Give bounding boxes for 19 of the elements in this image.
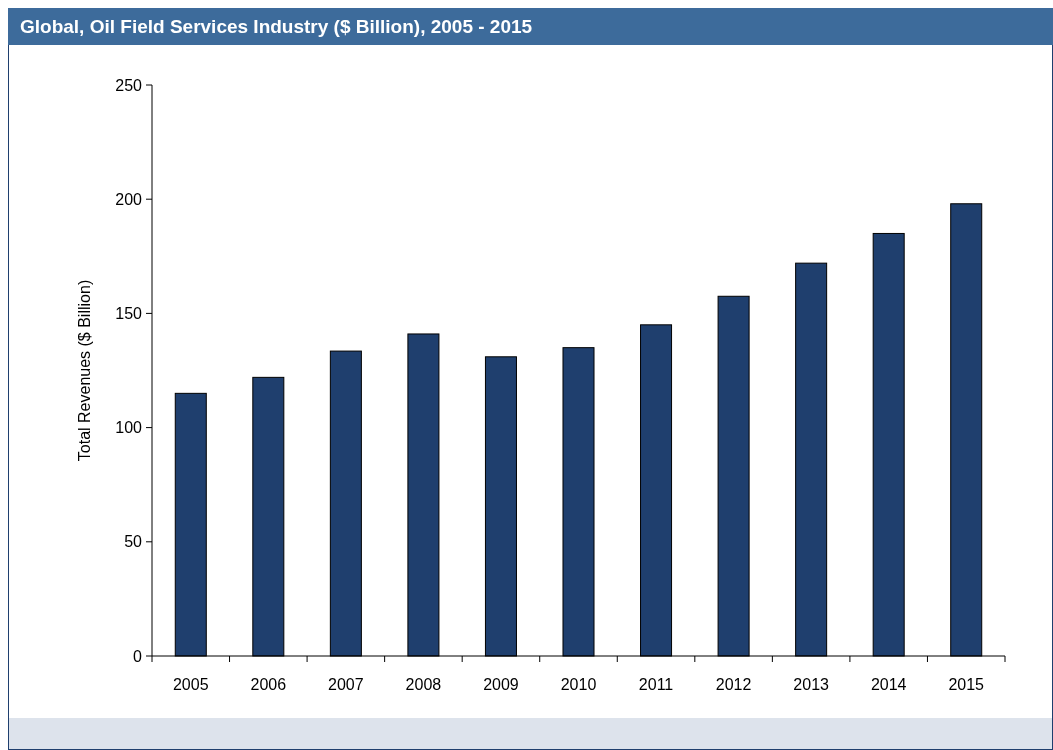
y-tick-label: 150 [115, 305, 143, 322]
y-tick-label: 0 [133, 647, 143, 665]
x-tick-label: 2014 [870, 676, 907, 693]
y-tick-label: 200 [115, 190, 143, 208]
x-tick-label: 2015 [948, 676, 985, 693]
x-tick-label: 2009 [483, 676, 519, 693]
x-tick-label: 2013 [793, 676, 830, 693]
x-tick-label: 2010 [560, 676, 597, 693]
y-tick-label: 50 [124, 533, 143, 551]
x-tick-label: 2007 [328, 676, 364, 693]
x-tick-label: 2005 [172, 676, 209, 693]
x-tick-label: 2012 [715, 676, 752, 693]
y-axis-title: Total Revenues ($ Billion) [76, 279, 93, 462]
y-tick-label: 250 [115, 76, 143, 94]
x-tick-label: 2008 [405, 676, 442, 693]
x-tick-label: 2006 [250, 676, 287, 693]
y-tick-label: 100 [115, 419, 143, 437]
chart-title: Global, Oil Field Services Industry ($ Billion), 2005 - 2015 [20, 16, 533, 37]
x-tick-label: 2011 [638, 676, 674, 693]
